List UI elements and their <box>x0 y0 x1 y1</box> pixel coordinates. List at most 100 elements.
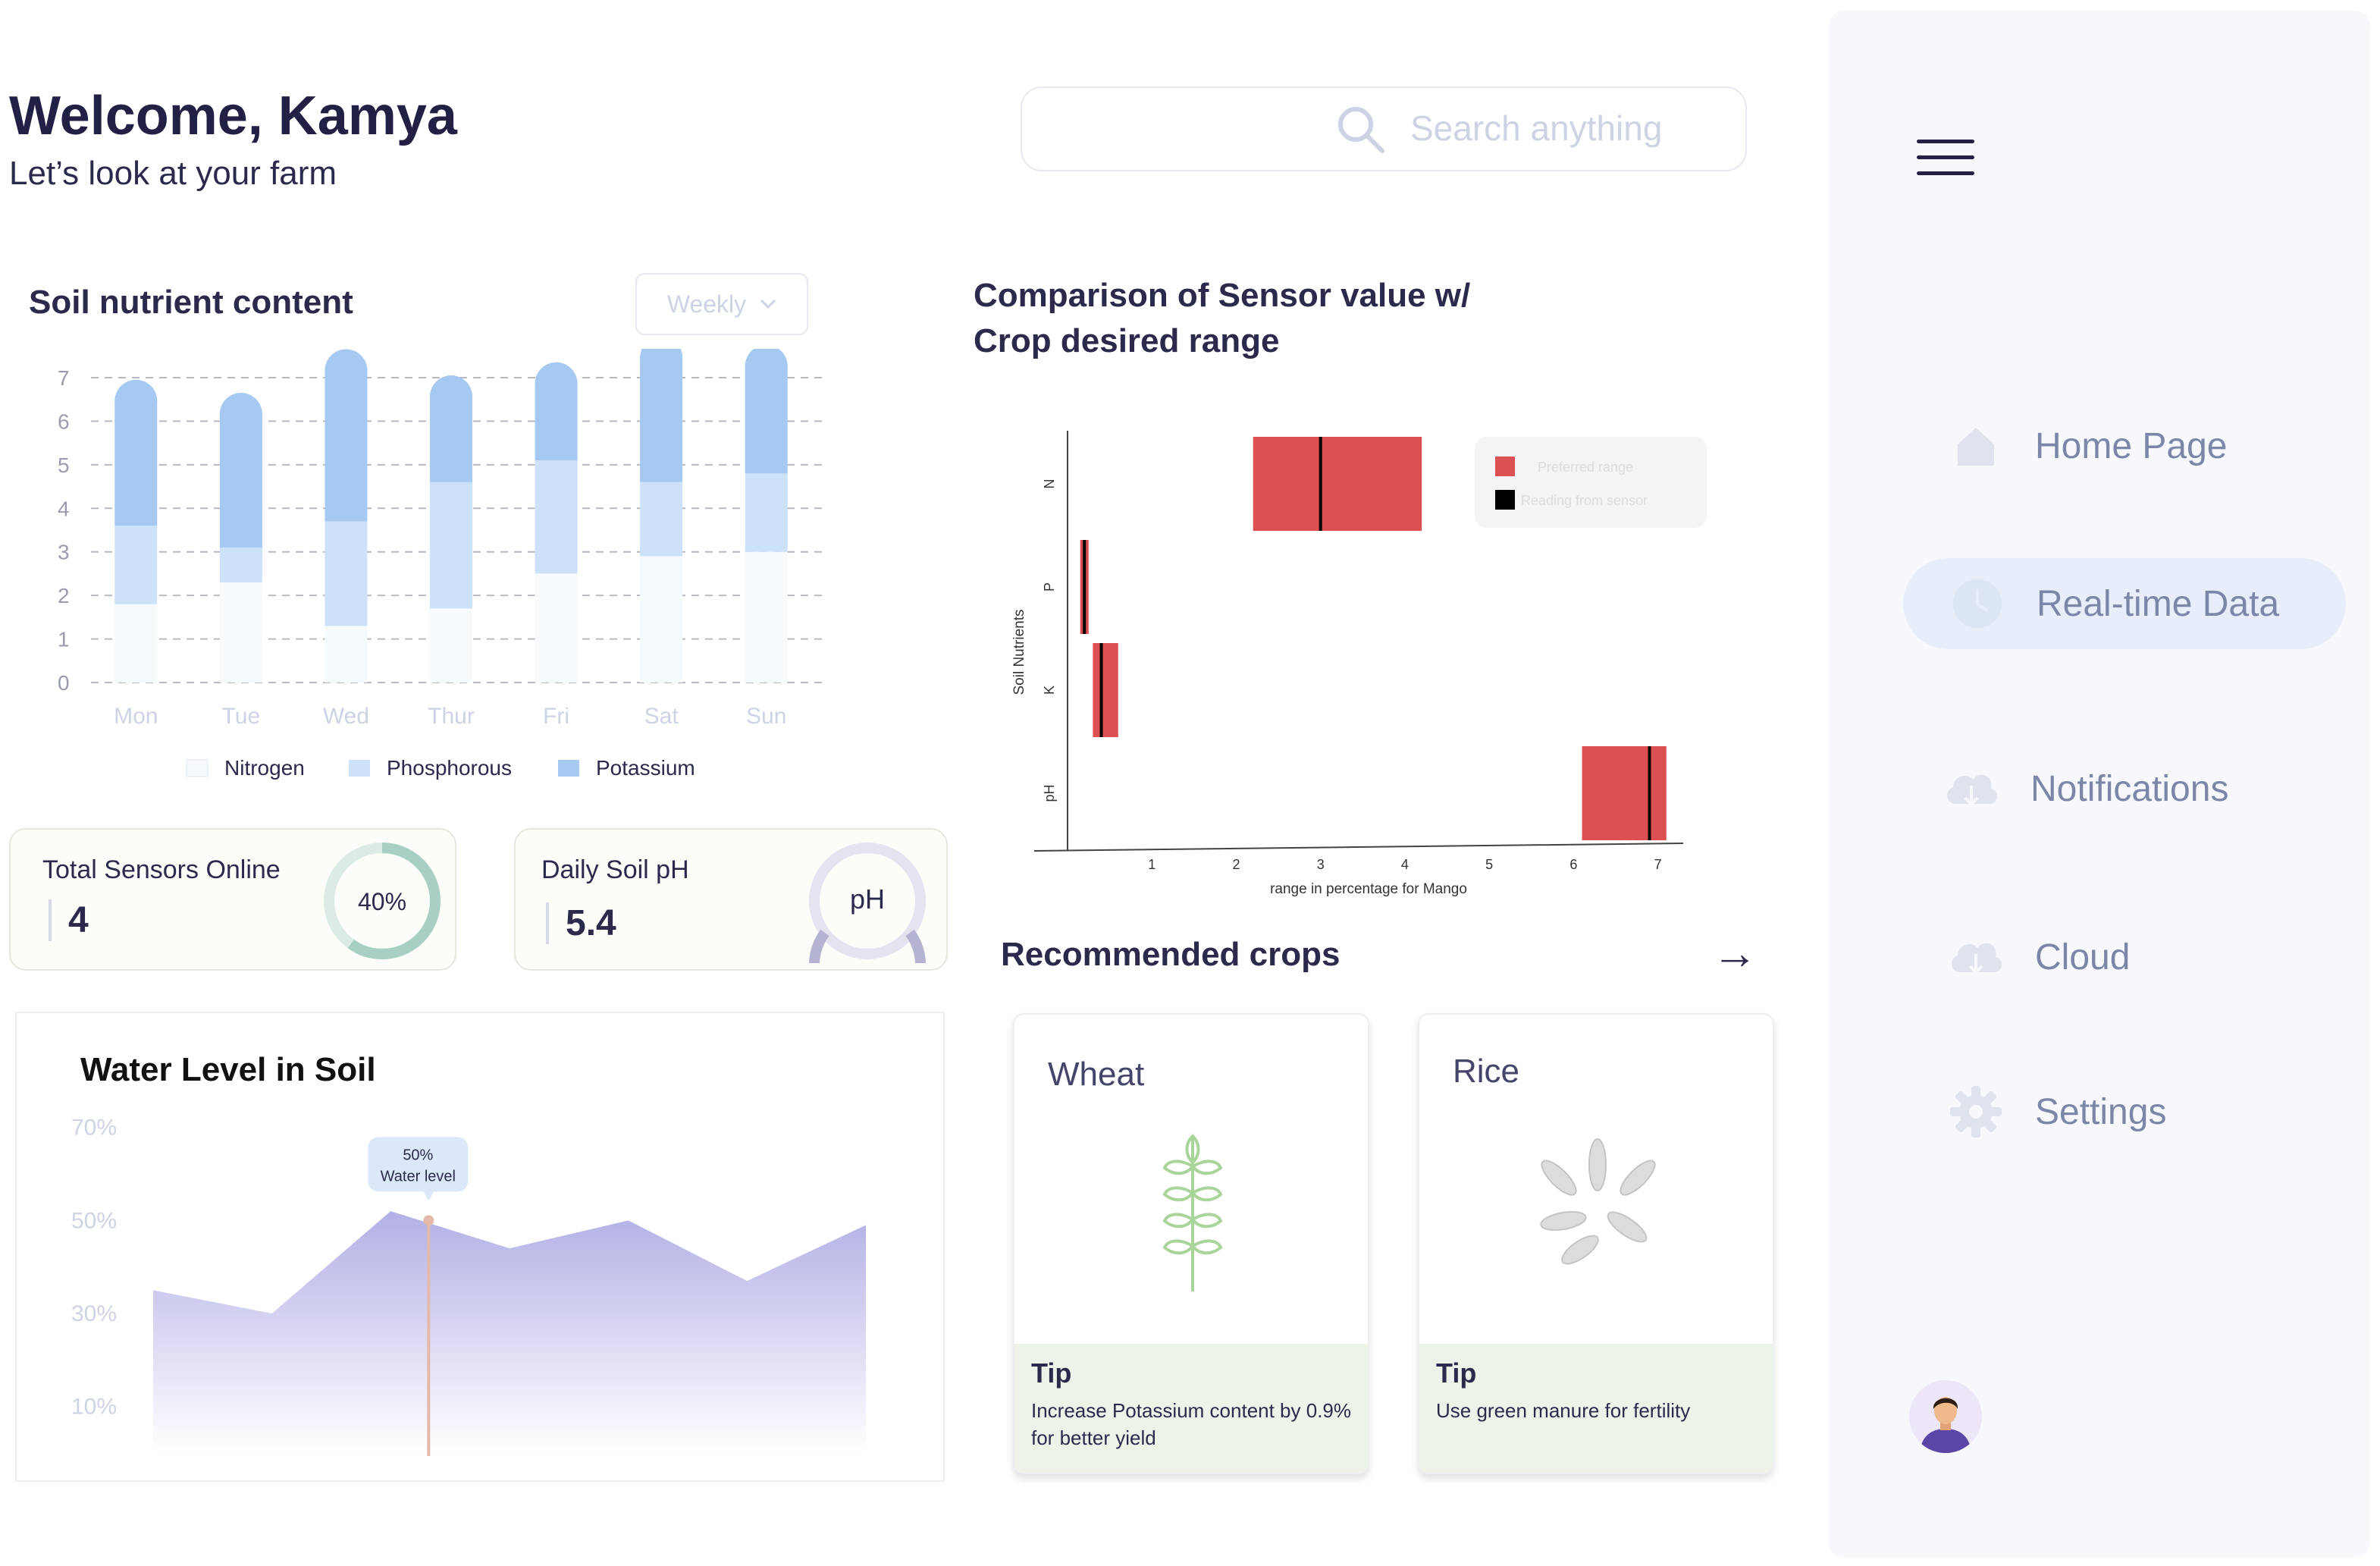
user-avatar-icon <box>1909 1380 1982 1453</box>
crop-tip-text: Increase Potassium content by 0.9% for b… <box>1031 1399 1352 1449</box>
legend-label: Reading from sensor <box>1521 493 1648 508</box>
range-bar <box>1093 643 1118 737</box>
x-tick-label: Sun <box>746 704 786 729</box>
crop-name: Wheat <box>1048 1056 1145 1093</box>
legend-swatch <box>558 760 579 777</box>
bar-segment <box>114 526 158 604</box>
x-tick-label: 5 <box>1485 857 1493 872</box>
crop-tip: Tip Use green manure for fertility <box>1419 1344 1773 1473</box>
water-area <box>153 1211 866 1453</box>
bar-segment <box>535 460 578 574</box>
x-tick-label: 6 <box>1569 857 1577 872</box>
sidebar-item-label: Cloud <box>2035 937 2131 978</box>
comparison-title: Comparison of Sensor value w/ Crop desir… <box>974 273 1470 364</box>
bar-cap <box>219 392 262 435</box>
tooltip-pointer <box>422 1190 435 1201</box>
bar-segment <box>430 608 472 683</box>
x-axis-title: range in percentage for Mango <box>1270 881 1467 897</box>
x-tick-label: 7 <box>1654 857 1662 872</box>
range-bar <box>1582 746 1667 840</box>
recommended-title: Recommended crops <box>1001 936 1341 973</box>
search-input[interactable]: Search anything <box>1410 108 1663 148</box>
bar-cap <box>745 349 788 388</box>
bar-cap <box>535 362 578 405</box>
bar-segment <box>535 573 578 683</box>
bar-segment <box>325 369 368 522</box>
ph-ring-text: pH <box>850 883 885 915</box>
avatar[interactable] <box>1909 1380 1982 1453</box>
sensors-card: Total Sensors Online 4 40% <box>9 828 456 971</box>
crop-card-wheat[interactable]: Wheat Tip Increase Potassium content by … <box>1013 1013 1369 1474</box>
crop-tip-title: Tip <box>1031 1357 1072 1389</box>
ph-value: 5.4 <box>546 902 616 944</box>
wheat-icon <box>1162 1134 1223 1291</box>
ph-label: Daily Soil pH <box>541 855 689 884</box>
cloud-download-icon <box>1946 927 2006 987</box>
x-tick-label: 4 <box>1401 857 1409 872</box>
ph-ring: pH <box>809 843 926 963</box>
y-tick-label: 1 <box>58 628 70 651</box>
sensors-label: Total Sensors Online <box>42 855 281 884</box>
welcome-subtitle: Let’s look at your farm <box>9 155 337 192</box>
y-axis-title: Soil Nutrients <box>1011 610 1027 695</box>
period-dropdown[interactable]: Weekly <box>635 273 808 335</box>
bar-segment <box>325 521 368 626</box>
bar-segment <box>219 582 262 683</box>
y-tick-label: 7 <box>58 366 70 390</box>
rice-grain-icon <box>1540 1138 1656 1265</box>
sidebar-item-cloud[interactable]: Cloud <box>1946 912 2370 1003</box>
legend-swatch <box>186 759 209 777</box>
x-tick-label: Tue <box>222 704 261 729</box>
water-level-chart: 10%30%50%70%JanFebMarAprilMayJuneJuly50%… <box>71 1116 866 1456</box>
legend-swatch <box>1495 457 1515 476</box>
arrow-right-icon[interactable]: → <box>1712 927 1758 978</box>
bar-segment <box>745 473 788 552</box>
x-tick-label: Wed <box>323 704 369 729</box>
bar-cap <box>114 379 158 422</box>
sidebar-item-settings[interactable]: Settings <box>1946 1066 2370 1157</box>
y-tick-label: 0 <box>58 671 70 695</box>
cloud-download-icon <box>1941 758 2002 819</box>
legend-label: Preferred range <box>1538 460 1633 475</box>
y-tick-label: 6 <box>58 410 70 433</box>
y-category-label: pH <box>1042 784 1057 802</box>
water-chart-title: Water Level in Soil <box>80 1051 376 1088</box>
crop-tip-text: Use green manure for fertility <box>1436 1399 1691 1422</box>
sidebar-item-real-time-data[interactable]: Real-time Data <box>1903 558 2346 649</box>
legend-label: Nitrogen <box>224 756 305 780</box>
sidebar-item-home[interactable]: Home Page <box>1946 400 2370 491</box>
legend-label: Phosphorous <box>387 756 512 780</box>
search-bar[interactable]: Search anything <box>1021 86 1747 171</box>
x-axis <box>1033 843 1684 852</box>
sensors-ring: 40% <box>324 843 441 959</box>
y-tick-label: 4 <box>58 497 70 520</box>
tooltip-box <box>368 1137 469 1192</box>
crop-tip: Tip Increase Potassium content by 0.9% f… <box>1014 1344 1368 1473</box>
y-category-label: K <box>1042 686 1057 695</box>
y-tick-label: 50% <box>71 1208 117 1233</box>
bar-segment <box>640 482 683 557</box>
comparison-title-line2: Crop desired range <box>974 322 1280 359</box>
crop-tip-title: Tip <box>1436 1357 1477 1389</box>
y-tick-label: 10% <box>71 1395 117 1420</box>
sidebar: Home Page Real-time Data Notifications C… <box>1829 11 2370 1558</box>
y-category-label: P <box>1042 582 1057 592</box>
x-tick-label: 1 <box>1148 857 1156 872</box>
range-bar <box>1253 437 1422 531</box>
chevron-down-icon <box>760 299 776 309</box>
sidebar-item-label: Settings <box>2035 1091 2167 1132</box>
highlight-point <box>423 1215 434 1226</box>
x-tick-label: 3 <box>1317 857 1325 872</box>
sensors-ring-text: 40% <box>358 888 406 915</box>
bar-segment <box>640 556 683 683</box>
bar-segment <box>430 482 472 609</box>
y-category-label: N <box>1042 479 1057 489</box>
bar-cap <box>430 375 472 418</box>
sidebar-item-label: Home Page <box>2035 425 2228 466</box>
legend-label: Potassium <box>596 756 695 780</box>
sidebar-item-notifications[interactable]: Notifications <box>1941 743 2366 834</box>
bar-segment <box>219 547 262 582</box>
comparison-chart: N P KpH 1 2 3 4 5 6 7 range in percentage for Mang… <box>1011 431 1707 897</box>
crop-card-rice[interactable]: Rice Tip Use green manure for fertility <box>1418 1013 1774 1474</box>
menu-icon[interactable] <box>1917 140 1974 177</box>
